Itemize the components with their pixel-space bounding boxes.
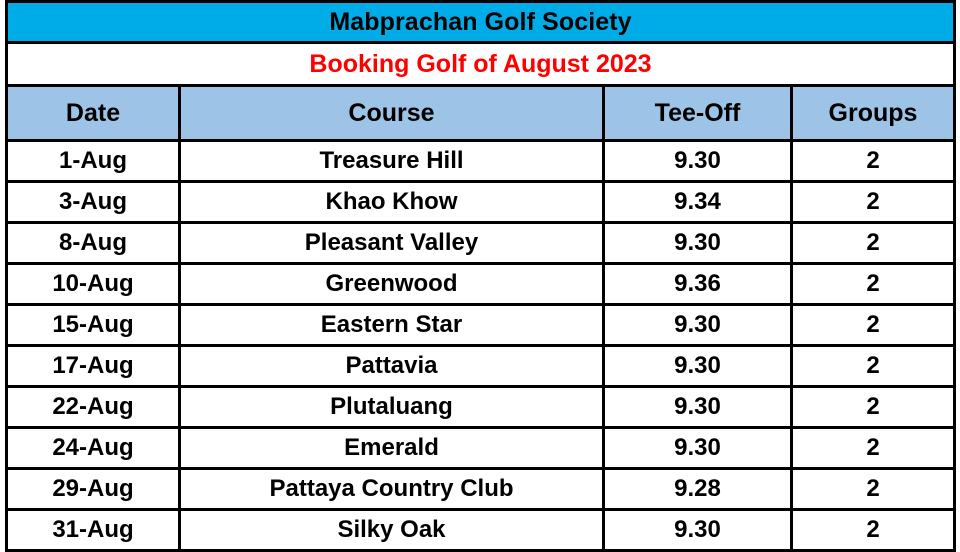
- cell-groups: 2: [790, 385, 956, 429]
- cell-course: Khao Khow: [178, 180, 605, 224]
- cell-date: 1-Aug: [5, 139, 181, 183]
- column-header-course: Course: [178, 84, 605, 142]
- cell-tee-off: 9.34: [602, 180, 793, 224]
- cell-tee-off: 9.30: [602, 385, 793, 429]
- cell-course: Pattavia: [178, 344, 605, 388]
- cell-tee-off: 9.30: [602, 508, 793, 552]
- cell-groups: 2: [790, 262, 956, 306]
- cell-course: Emerald: [178, 426, 605, 470]
- cell-date: 8-Aug: [5, 221, 181, 265]
- cell-groups: 2: [790, 467, 956, 511]
- page-title: Mabprachan Golf Society: [5, 0, 956, 44]
- cell-groups: 2: [790, 139, 956, 183]
- column-header-tee-off: Tee-Off: [602, 84, 793, 142]
- table-row: 24-Aug Emerald 9.30 2: [5, 426, 956, 470]
- cell-course: Eastern Star: [178, 303, 605, 347]
- cell-tee-off: 9.28: [602, 467, 793, 511]
- cell-course: Greenwood: [178, 262, 605, 306]
- table-row: 8-Aug Pleasant Valley 9.30 2: [5, 221, 956, 265]
- table-row: 1-Aug Treasure Hill 9.30 2: [5, 139, 956, 183]
- golf-booking-table: Mabprachan Golf Society Booking Golf of …: [5, 0, 956, 552]
- table-row: 17-Aug Pattavia 9.30 2: [5, 344, 956, 388]
- table-header-row: Date Course Tee-Off Groups: [5, 84, 956, 142]
- cell-tee-off: 9.30: [602, 426, 793, 470]
- cell-date: 24-Aug: [5, 426, 181, 470]
- cell-groups: 2: [790, 508, 956, 552]
- cell-groups: 2: [790, 221, 956, 265]
- page-subtitle: Booking Golf of August 2023: [5, 41, 956, 87]
- cell-tee-off: 9.30: [602, 303, 793, 347]
- cell-date: 15-Aug: [5, 303, 181, 347]
- column-header-date: Date: [5, 84, 181, 142]
- banner-row: Mabprachan Golf Society: [5, 0, 956, 44]
- table-row: 3-Aug Khao Khow 9.34 2: [5, 180, 956, 224]
- cell-tee-off: 9.36: [602, 262, 793, 306]
- table-row: 10-Aug Greenwood 9.36 2: [5, 262, 956, 306]
- cell-groups: 2: [790, 180, 956, 224]
- cell-course: Pattaya Country Club: [178, 467, 605, 511]
- cell-tee-off: 9.30: [602, 221, 793, 265]
- cell-groups: 2: [790, 303, 956, 347]
- table-row: 31-Aug Silky Oak 9.30 2: [5, 508, 956, 552]
- table-row: 15-Aug Eastern Star 9.30 2: [5, 303, 956, 347]
- subtitle-row: Booking Golf of August 2023: [5, 41, 956, 87]
- column-header-groups: Groups: [790, 84, 956, 142]
- cell-groups: 2: [790, 426, 956, 470]
- table-row: 29-Aug Pattaya Country Club 9.28 2: [5, 467, 956, 511]
- cell-date: 10-Aug: [5, 262, 181, 306]
- table-row: 22-Aug Plutaluang 9.30 2: [5, 385, 956, 429]
- cell-date: 3-Aug: [5, 180, 181, 224]
- cell-date: 31-Aug: [5, 508, 181, 552]
- cell-date: 22-Aug: [5, 385, 181, 429]
- cell-course: Pleasant Valley: [178, 221, 605, 265]
- cell-course: Silky Oak: [178, 508, 605, 552]
- cell-date: 17-Aug: [5, 344, 181, 388]
- cell-course: Treasure Hill: [178, 139, 605, 183]
- cell-course: Plutaluang: [178, 385, 605, 429]
- cell-date: 29-Aug: [5, 467, 181, 511]
- cell-tee-off: 9.30: [602, 344, 793, 388]
- booking-sheet: Mabprachan Golf Society Booking Golf of …: [5, 0, 956, 552]
- cell-tee-off: 9.30: [602, 139, 793, 183]
- cell-groups: 2: [790, 344, 956, 388]
